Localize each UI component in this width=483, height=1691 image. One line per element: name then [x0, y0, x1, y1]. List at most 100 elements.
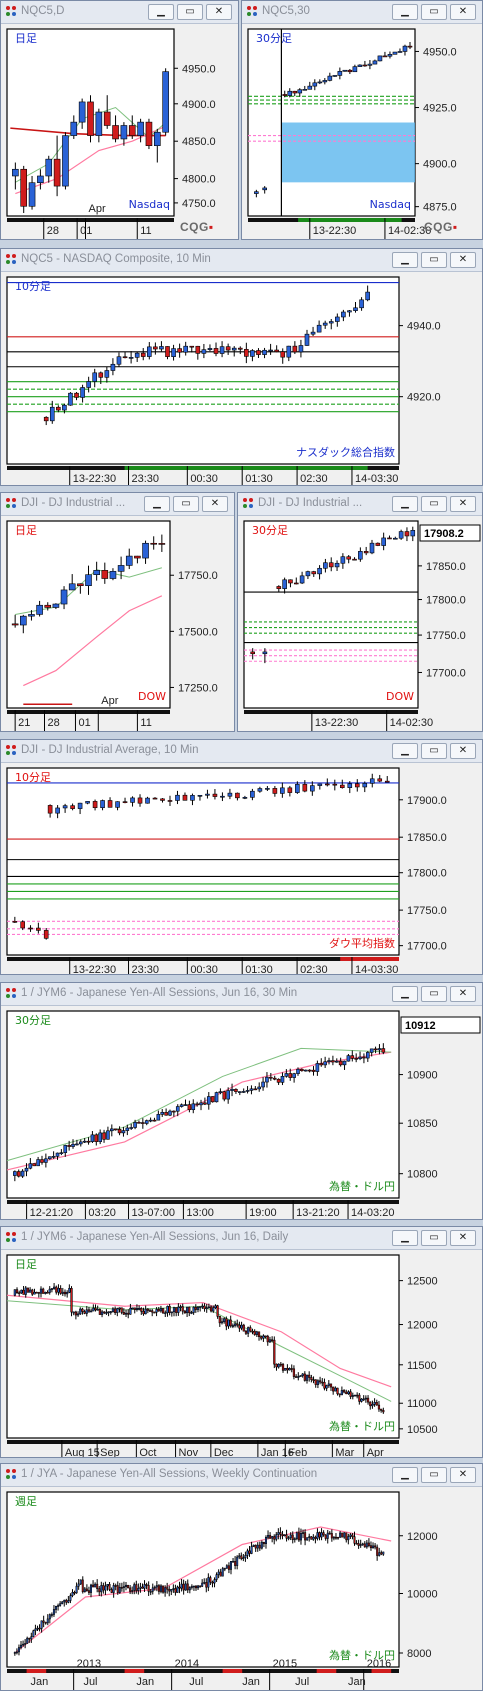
candle-body — [398, 531, 404, 539]
minimize-button[interactable]: ▁ — [392, 1467, 418, 1483]
window-titlebar[interactable]: NQC5,D ▁ ▭ ✕ — [1, 1, 238, 24]
restore-button[interactable]: ▭ — [421, 1230, 447, 1246]
candle-body — [241, 1091, 246, 1093]
candle-body — [121, 1130, 126, 1134]
minimize-button[interactable]: ▁ — [392, 4, 418, 20]
candle-body — [340, 556, 346, 564]
candle-body — [353, 307, 358, 311]
nqc5-10-window[interactable]: NQC5 - NASDAQ Composite, 10 Min ▁ ▭ ✕ 10分足 ナス… — [0, 248, 483, 486]
candle-body — [44, 1158, 48, 1163]
candle-body — [229, 1319, 232, 1327]
candle-body — [78, 101, 86, 123]
y-tick-label: 17750.0 — [407, 905, 447, 917]
candle-body — [337, 71, 343, 76]
chart-canvas[interactable]: 30分足 DOW 17850.0 17800.0 17750.0 17700.0 17908… — [238, 515, 483, 732]
minimize-button[interactable]: ▁ — [148, 4, 174, 20]
close-button[interactable]: ✕ — [450, 496, 476, 512]
window-titlebar[interactable]: DJI - DJ Industrial Average, 10 Min ▁ ▭ ✕ — [1, 740, 482, 763]
candle-body — [354, 783, 360, 788]
window-titlebar[interactable]: 1 / JYM6 - Japanese Yen-All Sessions, Ju… — [1, 983, 482, 1006]
candle-body — [387, 537, 392, 540]
jym6-30-window[interactable]: 1 / JYM6 - Japanese Yen-All Sessions, Ju… — [0, 982, 483, 1220]
candle-body — [133, 1307, 136, 1310]
nqc5-30-window[interactable]: NQC5,30 ▁ ▭ ✕ 30分足 Nasdaq 4950.0 4925.0 4900.0 48… — [241, 0, 483, 240]
minimize-button[interactable]: ▁ — [144, 496, 170, 512]
candle-body — [387, 54, 393, 57]
chart-canvas[interactable]: 日足 Nasdaq 4950.0 4900.0 4850.0 4800.0 4750.0 28… — [1, 23, 239, 240]
candle-body — [371, 1404, 374, 1407]
candle-body — [374, 1545, 377, 1548]
x-tick-label: Oct — [139, 1447, 156, 1458]
close-button[interactable]: ✕ — [450, 986, 476, 1002]
minimize-button[interactable]: ▁ — [392, 1230, 418, 1246]
x-tick-label: 23:30 — [132, 473, 160, 485]
candle-body — [52, 1609, 55, 1615]
candle-body — [337, 1536, 340, 1539]
candle-body — [269, 1535, 272, 1539]
candle-body — [329, 1383, 333, 1388]
restore-button[interactable]: ▭ — [421, 252, 447, 268]
close-button[interactable]: ✕ — [450, 743, 476, 759]
minimize-button[interactable]: ▁ — [392, 252, 418, 268]
candle-body — [334, 1060, 339, 1063]
chart-canvas[interactable]: 30分足 Nasdaq 4950.0 4925.0 4900.0 4875.0 13-22:… — [242, 23, 483, 240]
restore-button[interactable]: ▭ — [421, 986, 447, 1002]
dji-30-window[interactable]: DJI - DJ Industrial ... ▁ ▭ ✕ 30分足 DOW 17850.0… — [237, 492, 483, 732]
window-titlebar[interactable]: NQC5 - NASDAQ Composite, 10 Min ▁ ▭ ✕ — [1, 249, 482, 272]
cqg-logo: CQG▪ — [180, 220, 214, 234]
candle-body — [334, 1387, 337, 1392]
price-series — [244, 526, 418, 664]
close-button[interactable]: ✕ — [450, 1467, 476, 1483]
candle-body — [100, 1585, 103, 1593]
candle-body — [327, 75, 333, 81]
chart-canvas[interactable]: 日足 DOW 17750.0 17500.0 17250.0 21 28 01 Apr 11 — [1, 515, 235, 732]
candle-body — [179, 1306, 182, 1308]
candle-body — [113, 1128, 118, 1131]
candle-body — [43, 416, 49, 422]
close-button[interactable]: ✕ — [450, 4, 476, 20]
restore-button[interactable]: ▭ — [173, 496, 199, 512]
close-button[interactable]: ✕ — [450, 252, 476, 268]
instrument-watermark: DOW — [386, 690, 414, 703]
restore-button[interactable]: ▭ — [177, 4, 203, 20]
last-price-label: 10912 — [405, 1020, 436, 1032]
restore-button[interactable]: ▭ — [421, 496, 447, 512]
window-titlebar[interactable]: DJI - DJ Industrial ... ▁ ▭ ✕ — [238, 493, 482, 516]
candle-body — [189, 345, 195, 348]
minimize-button[interactable]: ▁ — [392, 743, 418, 759]
candle-body — [247, 1327, 250, 1334]
jya-weekly-window[interactable]: 1 / JYA - Japanese Yen-All Sessions, Wee… — [0, 1463, 483, 1691]
x-tick-label: Apr — [101, 695, 118, 707]
jym6-daily-window[interactable]: 1 / JYM6 - Japanese Yen-All Sessions, Ju… — [0, 1226, 483, 1458]
window-titlebar[interactable]: 1 / JYA - Japanese Yen-All Sessions, Wee… — [1, 1464, 482, 1487]
moving-average-line — [6, 1051, 392, 1171]
minimize-button[interactable]: ▁ — [392, 986, 418, 1002]
x-subtick-label: Jan — [348, 1676, 366, 1688]
restore-button[interactable]: ▭ — [421, 1467, 447, 1483]
close-button[interactable]: ✕ — [202, 496, 228, 512]
window-titlebar[interactable]: DJI - DJ Industrial ... ▁ ▭ ✕ — [1, 493, 234, 516]
candle-body — [34, 1628, 37, 1632]
candle-body — [190, 795, 195, 801]
candle-body — [301, 1373, 304, 1376]
nqc5-daily-window[interactable]: NQC5,D ▁ ▭ ✕ 日足 Nasdaq 4950.0 4900.0 4850.0 4800.… — [0, 0, 239, 240]
close-button[interactable]: ✕ — [450, 1230, 476, 1246]
window-titlebar[interactable]: NQC5,30 ▁ ▭ ✕ — [242, 1, 482, 24]
candle-body — [264, 1537, 267, 1544]
restore-button[interactable]: ▭ — [421, 4, 447, 20]
dji-daily-window[interactable]: DJI - DJ Industrial ... ▁ ▭ ✕ 日足 DOW 17750.0 17… — [0, 492, 235, 732]
candle-body — [235, 792, 240, 799]
restore-button[interactable]: ▭ — [421, 743, 447, 759]
dji-10-window[interactable]: DJI - DJ Industrial Average, 10 Min ▁ ▭ ✕ 10… — [0, 739, 483, 975]
window-titlebar[interactable]: 1 / JYM6 - Japanese Yen-All Sessions, Ju… — [1, 1227, 482, 1250]
candle-body — [369, 1048, 374, 1053]
close-button[interactable]: ✕ — [206, 4, 232, 20]
minimize-button[interactable]: ▁ — [392, 496, 418, 512]
candle-body — [268, 349, 273, 352]
candle-body — [86, 381, 91, 388]
